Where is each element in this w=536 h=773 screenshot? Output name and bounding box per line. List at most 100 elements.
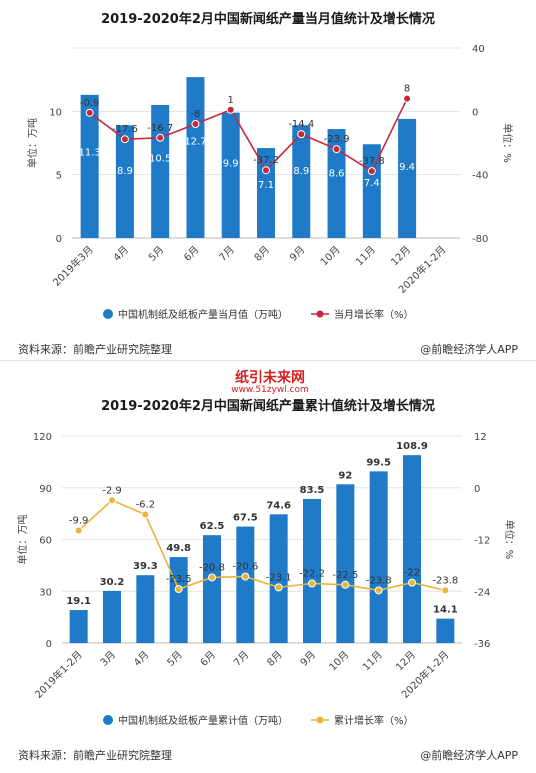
legend-label-line: 当月增长率（%） [334,308,414,321]
line-point [120,135,129,144]
bar [169,557,188,643]
x-tick-label: 6月 [198,649,218,669]
bar [136,575,155,643]
y2-tick-label: 0 [474,484,480,495]
legend-swatch-bar [103,715,113,725]
line-value-label: -23.9 [324,134,350,145]
y-tick-label: 10 [49,107,62,118]
x-tick-label: 2019年1-2月 [32,648,85,701]
bar [80,94,99,238]
bar-value-label: 62.5 [200,521,225,532]
site-name: 纸引未来网 [235,370,305,386]
chart1-title: 2019-2020年2月中国新闻纸产量当月值统计及增长情况 [101,12,435,27]
x-tick-label: 5月 [165,649,185,669]
bar-value-label: 14.1 [433,605,458,616]
bar-value-label: 39.3 [133,561,158,572]
y-tick-label: 90 [39,484,52,495]
bar [115,125,134,238]
bar [203,535,221,643]
x-tick-label: 6月 [182,244,202,264]
y2-axis-title: 单位：% [503,520,516,560]
bar [269,514,288,643]
bar [236,526,255,643]
x-tick-label: 7月 [231,649,251,669]
line-point [108,496,116,505]
x-tick-label: 8月 [265,649,285,669]
line-point [408,578,416,587]
legend-label-line: 累计增长率（%） [334,714,414,727]
bar-value-label: 108.9 [396,441,428,452]
x-tick-label: 4月 [111,244,131,264]
growth-line [89,98,408,173]
divider [0,360,536,361]
y2-tick-label: -12 [474,536,490,547]
x-tick-label: 2019年3月 [50,243,96,289]
line-point [262,166,270,175]
line-value-label: 8 [404,84,410,95]
line-point [341,580,350,589]
line-point [74,526,83,535]
y2-axis-title: 单位：% [501,123,514,163]
bar [292,125,311,238]
line-point [85,108,94,117]
x-tick-label: 12月 [394,649,419,674]
legend-label-bar: 中国机制纸及纸板产量当月值（万吨） [118,308,288,321]
x-tick-label: 10月 [318,244,343,269]
x-tick-label: 7月 [217,244,237,264]
x-tick-label: 10月 [327,649,352,674]
line-point [208,573,216,582]
site-url: www.51zywl.com [231,385,309,395]
bar-value-label: 10.5 [149,154,171,165]
line-point [241,572,250,581]
line-value-label: -37.8 [359,156,385,167]
y2-tick-label: 40 [472,44,485,55]
line-value-label: -20.6 [232,562,258,573]
y-tick-label: 30 [39,587,52,598]
y-tick-label: 60 [39,536,52,547]
line-point [174,585,183,594]
y2-tick-label: -36 [474,639,490,650]
line-point [308,579,316,588]
bar-value-label: 8.6 [329,168,345,179]
chart1-brand: @前瞻经济学人APP [420,343,518,356]
x-tick-label: 5月 [146,244,166,264]
line-point [403,94,412,103]
line-value-label: -22.5 [332,570,358,581]
line-point [367,167,376,176]
bar-value-label: 30.2 [100,577,125,588]
line-point [141,510,150,519]
line-value-label: -14.4 [288,119,314,130]
y2-tick-label: -40 [472,171,488,182]
line-point [156,133,165,142]
bar-value-label: 9.4 [399,162,415,173]
bar-value-label: 67.5 [233,513,258,524]
legend-label-bar: 中国机制纸及纸板产量累计值（万吨） [118,714,288,727]
site-watermark-logo: 纸引未来网 www.51zywl.com [205,371,335,395]
y-tick-label: 0 [56,234,62,245]
line-value-label: -22 [404,568,420,579]
line-point [226,105,235,114]
chart1-svg: -80 -40 0 40 0 5 10 单位：万吨 单位：% 11.3 8.9 10.5 12.7 9.9… [26,44,514,321]
line-point [441,586,450,595]
line-point [297,130,306,139]
y2-tick-label: -24 [474,587,490,598]
bar [303,498,321,643]
line-value-label: -23.5 [166,574,192,585]
x-tick-label: 3月 [98,649,118,669]
line-value-label: -23.8 [366,575,392,586]
bar [398,118,417,238]
x-tick-label: 9月 [298,649,318,669]
bar-value-label: 8.9 [117,166,133,177]
y-tick-label: 5 [56,171,62,182]
y-axis-title: 单位：万吨 [16,515,29,565]
bar [257,148,275,238]
chart2-source: 资料来源：前瞻产业研究院整理 [18,749,172,762]
line-value-label: -23.8 [432,575,458,586]
bar [436,618,455,643]
x-tick-label: 11月 [353,244,378,269]
line-value-label: -37.2 [253,155,279,166]
line-value-label: -0.9 [80,98,100,109]
bar-value-label: 74.6 [266,500,291,511]
bar-value-label: 92 [338,470,352,481]
